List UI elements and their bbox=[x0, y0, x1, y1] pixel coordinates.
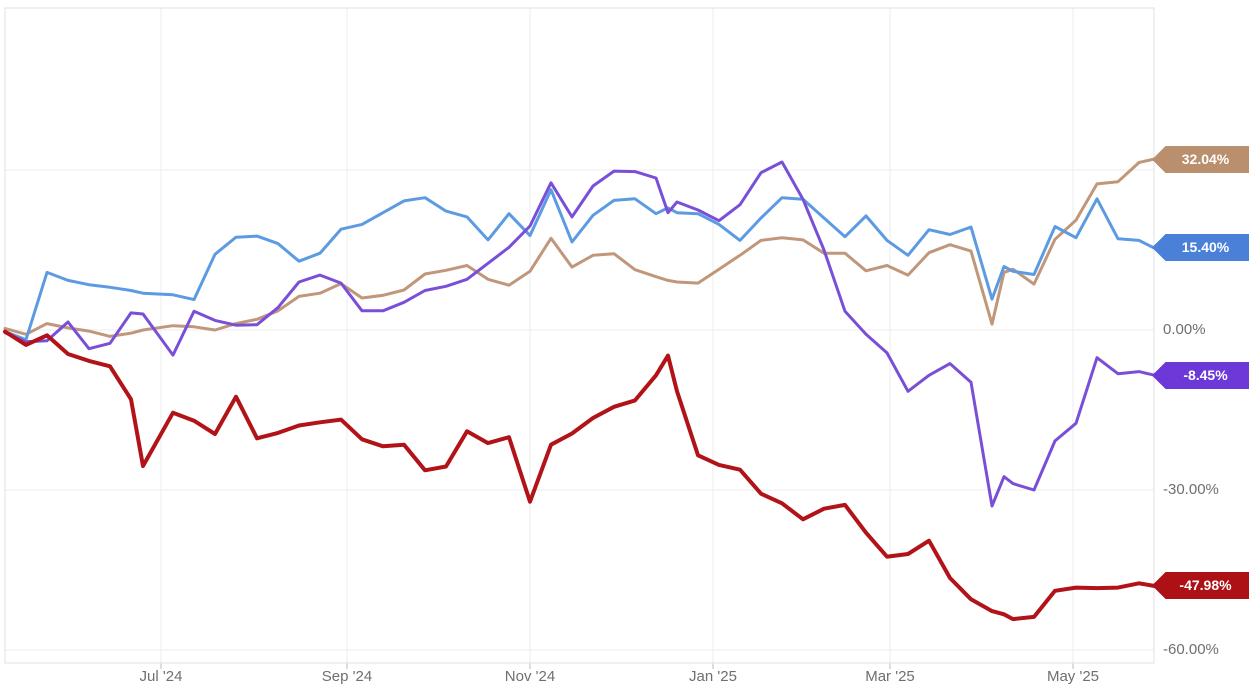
price-tag-tan-series: 32.04% bbox=[1152, 146, 1249, 173]
plot-border bbox=[4, 7, 1155, 664]
tan-series-line bbox=[3, 157, 1156, 338]
y-axis-label-zero: 0.00% bbox=[1163, 321, 1206, 338]
x-axis-label-nov24: Nov '24 bbox=[504, 668, 556, 685]
price-tag-purple-series: -8.45% bbox=[1152, 362, 1249, 389]
purple-series-line bbox=[3, 160, 1156, 508]
red-series-line bbox=[3, 329, 1156, 622]
x-axis-label-jul24: Jul '24 bbox=[139, 668, 183, 685]
price-tag-blue-series: 15.40% bbox=[1152, 234, 1249, 261]
y-axis-label-minus30: -30.00% bbox=[1163, 481, 1219, 498]
price-tag-red-series: -47.98% bbox=[1152, 572, 1249, 599]
y-axis-label-minus60: -60.00% bbox=[1163, 641, 1219, 658]
x-axis-label-sep24: Sep '24 bbox=[321, 668, 373, 685]
x-axis-label-jan25: Jan '25 bbox=[689, 668, 737, 685]
blue-series-line bbox=[3, 188, 1156, 342]
x-axis-label-may25: May '25 bbox=[1046, 668, 1100, 685]
x-axis-label-mar25: Mar '25 bbox=[865, 668, 915, 685]
